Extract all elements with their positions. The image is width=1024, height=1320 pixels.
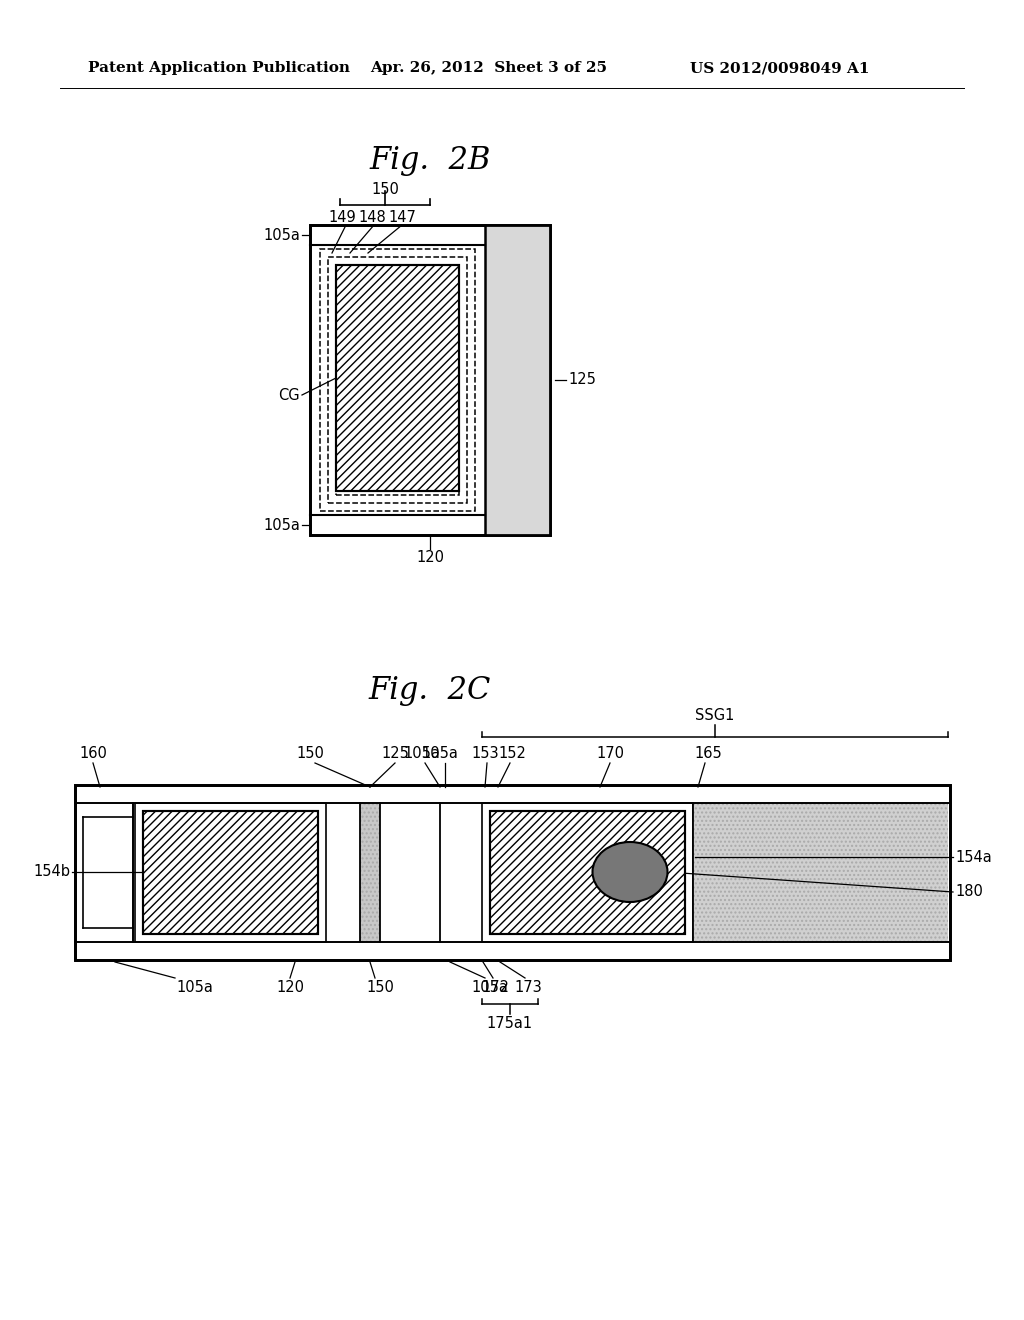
Bar [143, 810, 318, 935]
Bar [319, 249, 475, 511]
Text: 149: 149 [328, 210, 356, 224]
Bar [328, 257, 467, 503]
Text: 150: 150 [296, 746, 324, 760]
Text: SSG1: SSG1 [695, 708, 734, 722]
Text: 105a: 105a [176, 981, 213, 995]
Bar [75, 785, 950, 960]
Text: 125: 125 [568, 372, 596, 388]
Text: 173: 173 [514, 981, 542, 995]
Bar [490, 810, 685, 935]
Text: 172: 172 [481, 981, 509, 995]
Text: 152: 152 [498, 746, 526, 760]
Text: 153: 153 [471, 746, 499, 760]
Text: Patent Application Publication: Patent Application Publication [88, 61, 350, 75]
Text: 125: 125 [381, 746, 409, 760]
Text: 154a: 154a [955, 850, 992, 865]
Text: 105a: 105a [263, 227, 300, 243]
Text: 175a1: 175a1 [487, 1016, 534, 1031]
Text: 105a: 105a [403, 746, 440, 760]
Bar [336, 265, 459, 491]
Text: 150: 150 [371, 182, 399, 198]
Text: 105a: 105a [472, 981, 509, 995]
Text: Fig.  2C: Fig. 2C [369, 675, 492, 705]
Bar [485, 224, 550, 535]
Text: 105a: 105a [422, 746, 459, 760]
Text: 154b: 154b [33, 865, 70, 879]
Text: 150: 150 [366, 981, 394, 995]
Text: 147: 147 [388, 210, 416, 224]
Text: 148: 148 [358, 210, 386, 224]
Bar [482, 803, 693, 942]
Text: 105a: 105a [263, 517, 300, 532]
Bar [490, 810, 685, 935]
Text: 120: 120 [276, 981, 304, 995]
Bar [693, 803, 948, 942]
Text: Fig.  2B: Fig. 2B [370, 144, 490, 176]
Ellipse shape [593, 842, 668, 902]
Bar [310, 224, 550, 535]
Text: 165: 165 [694, 746, 722, 760]
Text: 180: 180 [955, 884, 983, 899]
Text: Apr. 26, 2012  Sheet 3 of 25: Apr. 26, 2012 Sheet 3 of 25 [370, 61, 607, 75]
Bar [336, 265, 459, 495]
Text: 170: 170 [596, 746, 624, 760]
Bar [135, 803, 326, 942]
Text: 120: 120 [416, 549, 444, 565]
Bar [360, 803, 380, 942]
Bar [310, 224, 550, 535]
Text: US 2012/0098049 A1: US 2012/0098049 A1 [690, 61, 869, 75]
Bar [75, 785, 950, 960]
Bar [336, 265, 459, 491]
Text: CG: CG [279, 388, 300, 403]
Text: 160: 160 [79, 746, 106, 760]
Bar [143, 810, 318, 935]
